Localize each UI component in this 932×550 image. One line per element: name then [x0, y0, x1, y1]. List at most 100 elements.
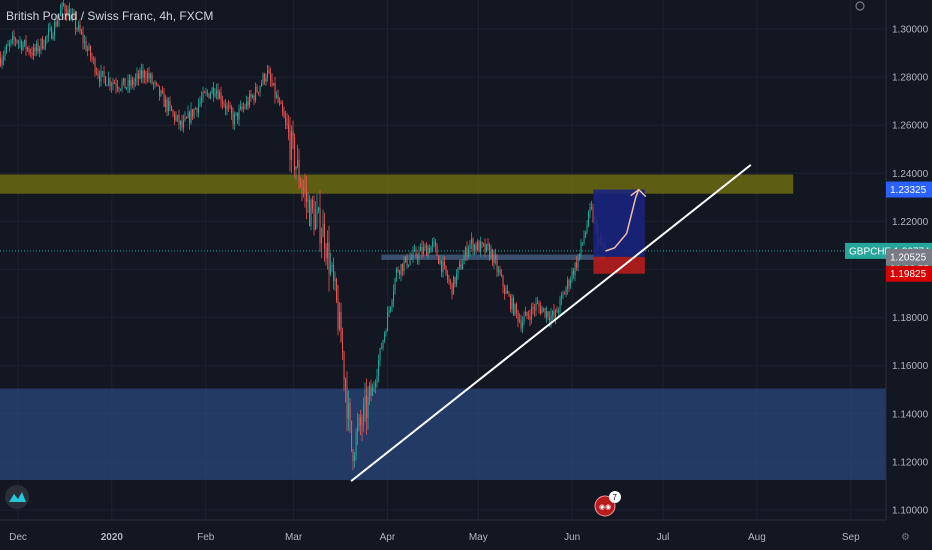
candle-body — [507, 290, 509, 294]
candle-body — [474, 244, 476, 252]
candle-body — [199, 101, 201, 105]
position-profit-zone[interactable] — [593, 189, 645, 257]
candle-body — [346, 387, 348, 419]
candle-body — [1, 59, 3, 65]
candle-body — [451, 283, 453, 295]
candle-body — [544, 307, 546, 318]
candle-body — [183, 120, 185, 128]
candle-body — [291, 130, 293, 160]
time-axis[interactable]: Dec 2020 Feb Mar Apr May Jun Jul Aug Sep — [0, 519, 932, 550]
support-trendline[interactable] — [350, 164, 752, 482]
candle-body — [132, 79, 134, 85]
candle-body — [214, 93, 216, 96]
position-stop-zone[interactable] — [593, 256, 645, 274]
candle-body — [573, 270, 575, 276]
candle-body — [67, 8, 69, 16]
candle-body — [60, 10, 62, 16]
candle-body — [54, 22, 56, 36]
events-badge-icon[interactable]: ◉◉ 7 — [594, 491, 621, 517]
candle-body — [388, 310, 390, 313]
candle-body — [420, 247, 422, 251]
candle-body — [364, 395, 366, 405]
candle-body — [31, 52, 33, 56]
candle-body — [222, 101, 224, 104]
auto-scale-icon[interactable]: ⚙ — [901, 532, 910, 543]
candle-body — [591, 207, 593, 208]
supply-resistance-zone[interactable] — [0, 174, 794, 194]
candle-body — [538, 303, 540, 307]
candle-body — [285, 117, 287, 124]
price-tick-label: 1.24000 — [892, 169, 929, 180]
candle-body — [321, 236, 323, 244]
price-tag — [886, 181, 932, 198]
candle-body — [300, 181, 302, 187]
candle-body — [204, 91, 206, 93]
candle-body — [19, 41, 21, 43]
candle-body — [151, 74, 153, 84]
candle-body — [79, 24, 81, 32]
candle-body — [223, 103, 225, 106]
candle-body — [415, 249, 417, 257]
price-axis[interactable]: 1.300001.280001.260001.240001.220001.200… — [845, 0, 932, 520]
projection-curve[interactable] — [605, 189, 640, 252]
candle-body — [57, 20, 59, 27]
candle-body — [21, 41, 23, 50]
candle-body — [75, 16, 77, 29]
candle-body — [546, 311, 548, 318]
candle-body — [318, 207, 320, 211]
candle-body — [309, 199, 311, 226]
breakout-level-line[interactable] — [381, 254, 606, 260]
candle-body — [12, 36, 14, 40]
candle-body — [547, 311, 549, 318]
time-tick-label: Dec — [9, 532, 27, 543]
candle-body — [169, 101, 171, 107]
candle-body — [193, 109, 195, 117]
candle-body — [442, 261, 444, 272]
candle-body — [96, 72, 98, 74]
candle-body — [6, 45, 8, 52]
candle-body — [564, 293, 566, 295]
time-tick-label: Jun — [564, 532, 580, 543]
candle-body — [271, 80, 273, 86]
candle-body — [4, 51, 6, 57]
candle-body — [13, 36, 15, 40]
candle-body — [58, 15, 60, 21]
candle-body — [51, 27, 53, 39]
candle-body — [99, 76, 101, 82]
candle-body — [255, 87, 257, 101]
candle-body — [270, 72, 272, 81]
candle-body — [574, 262, 576, 276]
candle-body — [523, 316, 525, 323]
candle-body — [90, 46, 92, 57]
candle-body — [103, 71, 105, 77]
candle-body — [357, 426, 359, 433]
candle-body — [178, 115, 180, 125]
candle-body — [306, 190, 308, 202]
candle-body — [391, 300, 393, 308]
candle-body — [166, 99, 168, 112]
candle-body — [540, 306, 542, 314]
candle-body — [501, 274, 503, 276]
candle-body — [541, 308, 543, 314]
demand-support-zone[interactable] — [0, 388, 886, 480]
candle-body — [43, 46, 45, 49]
candle-body — [375, 383, 377, 387]
time-tick-label: Mar — [285, 532, 303, 543]
settings-gear-icon[interactable] — [855, 1, 865, 11]
candle-body — [0, 57, 2, 65]
candle-body — [163, 92, 165, 107]
candle-body — [295, 166, 297, 170]
drawings-layer[interactable] — [0, 164, 886, 482]
candle-body — [259, 86, 261, 93]
candle-body — [396, 269, 398, 279]
candle-body — [91, 56, 93, 59]
candle-body — [85, 41, 87, 51]
candle-body — [586, 225, 588, 233]
candle-body — [142, 70, 144, 78]
tradingview-logo-icon[interactable] — [5, 485, 29, 509]
candle-body — [198, 104, 200, 113]
candle-body — [312, 199, 314, 209]
candle-body — [237, 112, 239, 120]
